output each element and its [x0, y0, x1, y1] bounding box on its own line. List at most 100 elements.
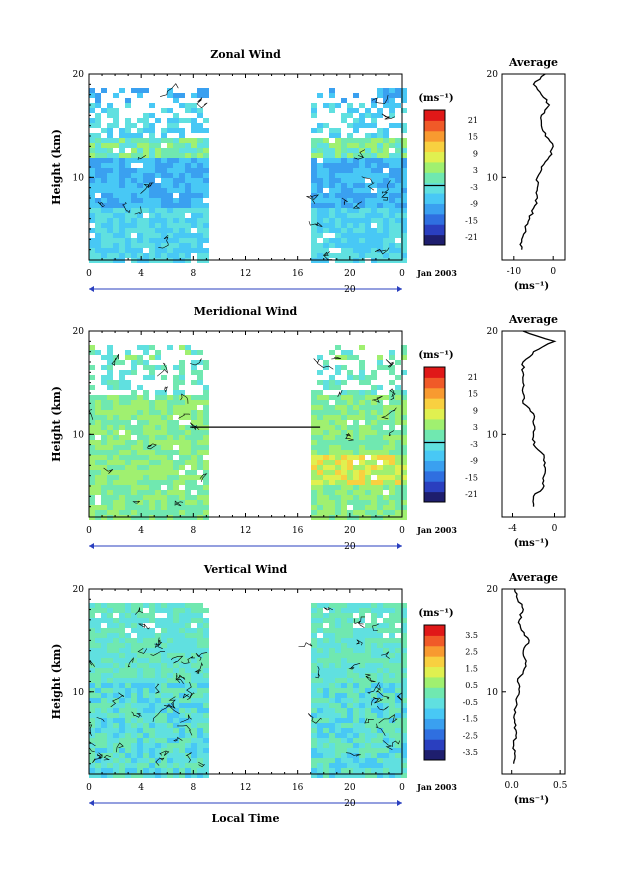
x-tick-label: 20: [344, 783, 356, 793]
colorbar-swatch: [424, 398, 445, 410]
day-label: 20: [344, 285, 356, 295]
colorbar-swatch: [424, 408, 445, 420]
x-tick-label: 0: [399, 269, 405, 279]
x-tick-label: 4: [138, 783, 144, 793]
colorbar-label: 21: [468, 373, 478, 382]
colorbar-label: -1.5: [463, 715, 478, 724]
average-y-tick-label: 10: [487, 430, 499, 440]
colorbar-unit: (ms⁻¹): [418, 350, 453, 361]
colorbar-swatch: [424, 151, 445, 163]
colorbar-swatch: [424, 387, 445, 399]
average-y-tick-label: 20: [487, 585, 499, 595]
x-tick-label: 16: [292, 783, 304, 793]
y-tick-label: 10: [73, 688, 85, 698]
colorbar-label: -9: [470, 457, 478, 466]
colorbar-label: 3.5: [465, 631, 478, 640]
x-tick-label: 4: [138, 269, 144, 279]
colorbar-label: -3: [470, 440, 478, 449]
colorbar-frame: [423, 109, 446, 246]
colorbar-label: 9: [473, 406, 478, 415]
colorbar-label: -3.5: [463, 748, 478, 757]
x-tick-label: 8: [190, 526, 196, 536]
average-y-tick-label: 10: [487, 173, 499, 183]
average-title: Average: [508, 56, 558, 69]
x-tick-label: 0: [399, 783, 405, 793]
wind-panel-0: Zonal Wind 0 4 8 12 16 20 0 20 Jan 2003 20 10 Height…: [50, 48, 566, 295]
x-tick-label: 0: [399, 526, 405, 536]
x-tick-label: 4: [138, 526, 144, 536]
panel-title: Vertical Wind: [203, 563, 288, 576]
day-label: 20: [344, 542, 356, 552]
y-tick-label: 20: [73, 327, 85, 337]
date-label: Jan 2003: [416, 782, 457, 792]
x-tick-label: 0: [86, 783, 92, 793]
colorbar-swatch: [424, 635, 445, 647]
colorbar-label: -2.5: [463, 731, 478, 740]
colorbar-swatch: [424, 481, 445, 493]
colorbar-label: 3: [473, 423, 478, 432]
average-x-label: (ms⁻¹): [514, 538, 549, 549]
colorbar-frame: [423, 624, 446, 761]
colorbar-swatch: [424, 676, 445, 688]
day-label: 20: [344, 799, 356, 809]
colorbar-label: -3: [470, 183, 478, 192]
colorbar-label: 21: [468, 116, 478, 125]
average-x-tick-label: -10: [507, 267, 522, 277]
colorbar-swatch: [424, 172, 445, 184]
colorbar-swatch: [424, 110, 445, 121]
average-profile-line: [512, 588, 530, 764]
colorbar-swatch: [424, 645, 445, 657]
average-frame: [501, 588, 566, 775]
colorbar-swatch: [424, 749, 445, 761]
colorbar-swatch: [424, 656, 445, 668]
colorbar-swatch: [424, 418, 445, 430]
x-axis-label: Local Time: [212, 812, 280, 825]
date-label: Jan 2003: [416, 268, 457, 278]
colorbar-label: 3: [473, 166, 478, 175]
x-tick-label: 12: [240, 783, 251, 793]
x-tick-label: 20: [344, 526, 356, 536]
colorbar-swatch: [424, 666, 445, 678]
colorbar-unit: (ms⁻¹): [418, 93, 453, 104]
colorbar-label: 15: [468, 133, 478, 142]
colorbar-label: -0.5: [463, 698, 478, 707]
colorbar-label: -9: [470, 200, 478, 209]
colorbar-label: -15: [465, 216, 478, 225]
average-x-tick-label: 0.5: [553, 781, 568, 791]
average-title: Average: [508, 313, 558, 326]
y-tick-label: 10: [73, 173, 85, 183]
colorbar-swatch: [424, 439, 445, 451]
average-profile-line: [519, 73, 554, 250]
colorbar-swatch: [424, 708, 445, 719]
colorbar-label: 9: [473, 149, 478, 158]
colorbar-swatch: [424, 718, 445, 730]
panel-title: Zonal Wind: [210, 48, 281, 61]
heatmap-cells: [89, 345, 407, 520]
contour-lines: [88, 607, 403, 768]
colorbar-swatch: [424, 470, 445, 482]
colorbar-swatch: [424, 739, 445, 751]
date-label: Jan 2003: [416, 525, 457, 535]
x-tick-label: 20: [344, 269, 356, 279]
colorbar-swatch: [424, 697, 445, 709]
colorbar-swatch: [424, 203, 445, 215]
colorbar-label: -21: [465, 490, 478, 499]
heatmap-cells: [89, 88, 407, 263]
average-x-tick-label: 0: [550, 267, 556, 277]
average-x-tick-label: 0: [552, 524, 558, 534]
y-tick-label: 20: [73, 585, 85, 595]
colorbar-swatch: [424, 193, 445, 204]
colorbar-swatch: [424, 130, 445, 142]
colorbar-swatch: [424, 367, 445, 378]
heatmap-cells: [89, 603, 407, 778]
colorbar-label: -15: [465, 473, 478, 482]
average-x-label: (ms⁻¹): [514, 795, 549, 806]
y-axis-label: Height (km): [50, 129, 63, 205]
y-tick-label: 20: [73, 70, 85, 80]
average-x-label: (ms⁻¹): [514, 281, 549, 292]
colorbar-swatch: [424, 460, 445, 472]
colorbar-swatch: [424, 687, 445, 699]
wind-panel-2: Vertical Wind 0 4 8 12 16 20 0 20 Jan 2003 Local T…: [50, 563, 568, 825]
y-axis-label: Height (km): [50, 644, 63, 720]
